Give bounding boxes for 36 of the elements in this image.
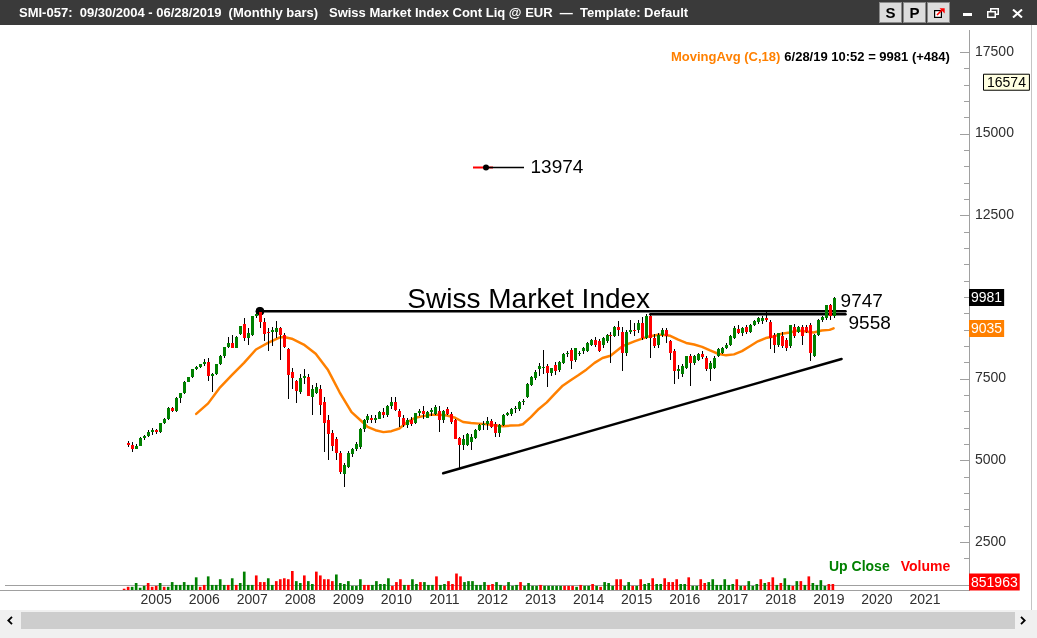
x-tick-label: 2018 <box>765 591 797 608</box>
text: MovingAvg (C,18) <box>671 49 781 65</box>
x-tick-label: 2009 <box>332 591 365 608</box>
y-tick-label: 2500 <box>975 532 1007 549</box>
x-tick-label: 2012 <box>476 591 509 608</box>
annotation: 9747 <box>840 289 883 311</box>
series-label: Up Close <box>829 558 890 575</box>
text: 9035 <box>971 320 1003 337</box>
text: 9981 <box>971 289 1003 306</box>
annotation: 6/28/19 10:52 = 9981 (+484) <box>784 49 950 65</box>
annotation: 13974 <box>530 156 584 178</box>
x-tick-label: 2017 <box>717 591 749 608</box>
y-tick-label: 12500 <box>975 206 1015 223</box>
x-tick-label: 2010 <box>380 591 413 608</box>
x-tick-label: 2021 <box>909 591 941 608</box>
y-tick-label: 5000 <box>975 451 1007 468</box>
x-tick-label: 2013 <box>524 591 557 608</box>
x-tick-label: 2005 <box>140 591 172 608</box>
x-tick-label: 2011 <box>429 591 460 608</box>
x-tick-label: 2016 <box>669 591 701 608</box>
text: 16574 <box>987 74 1027 91</box>
y-tick-label: 7500 <box>975 369 1007 386</box>
x-tick-label: 2008 <box>284 591 317 608</box>
x-tick-label: 2007 <box>236 591 269 608</box>
y-tick-label: 17500 <box>975 42 1015 59</box>
x-tick-label: 2015 <box>621 591 653 608</box>
text: Swiss Market Index <box>407 282 651 314</box>
x-tick-label: 2014 <box>573 591 605 608</box>
annotation: 9558 <box>848 312 891 334</box>
text: 851963 <box>971 573 1018 590</box>
y-tick-label: 15000 <box>975 124 1015 141</box>
text: Volume <box>900 558 951 575</box>
chart-title: SMI-057: 09/30/2004 - 06/28/2019 (Monthly bars) Swiss Market Index Cont Liq @ EUR — Template: Default <box>19 4 689 21</box>
x-tick-label: 2006 <box>188 591 220 608</box>
x-tick-label: 2019 <box>813 591 845 608</box>
x-tick-label: 2020 <box>861 591 893 608</box>
